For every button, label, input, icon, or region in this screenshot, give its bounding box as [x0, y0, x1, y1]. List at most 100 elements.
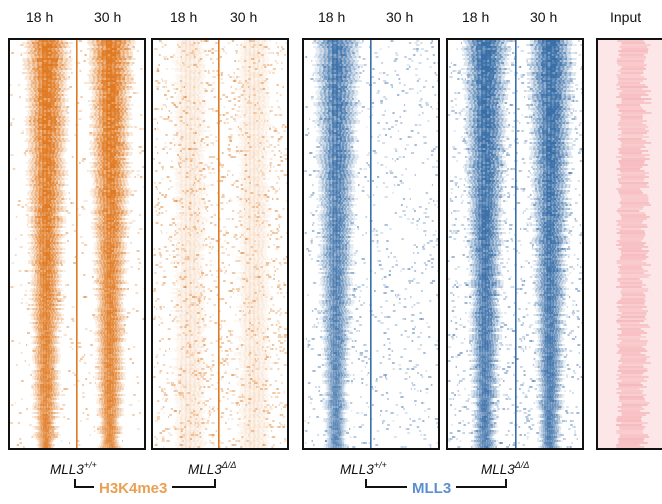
heatmap-row: [462, 370, 575, 372]
heatmap-row: [454, 218, 576, 220]
input-band: [621, 184, 647, 186]
input-band: [621, 218, 647, 220]
input-band: [616, 420, 642, 422]
input-band: [616, 374, 643, 376]
input-band: [619, 348, 646, 350]
heatmap-row: [28, 160, 127, 162]
heatmap-row: [456, 282, 582, 284]
heatmap-row: [31, 384, 125, 386]
heatmap-row: [171, 384, 272, 386]
heatmap-row: [466, 350, 573, 352]
heatmap-row: [22, 446, 123, 448]
heatmap-row: [308, 174, 438, 176]
heatmap-row: [161, 284, 287, 286]
heatmap-row: [321, 364, 438, 366]
heatmap-row: [32, 278, 124, 280]
heatmap-row: [460, 318, 580, 320]
heatmap-row: [25, 170, 140, 172]
heatmap-row: [33, 266, 133, 268]
heatmap-row: [10, 122, 130, 124]
heatmap-row: [310, 212, 427, 214]
input-band: [619, 434, 648, 436]
input-band: [621, 136, 649, 138]
heatmap-row: [25, 214, 141, 216]
heatmap-row: [18, 200, 129, 202]
heatmap-row: [325, 360, 412, 362]
heatmap-row: [157, 362, 279, 364]
heatmap-row: [469, 314, 575, 316]
heatmap-row: [164, 44, 268, 46]
heatmap-row: [23, 46, 135, 48]
heatmap-row: [25, 174, 140, 176]
heatmap-row: [457, 446, 572, 448]
heatmap-row: [455, 118, 577, 120]
input-band: [619, 336, 647, 338]
heatmap-row: [165, 134, 267, 136]
heatmap-row: [312, 80, 438, 82]
input-band: [621, 216, 650, 218]
heatmap-row: [16, 444, 121, 446]
input-band: [622, 304, 645, 306]
heatmap-row: [12, 168, 128, 170]
heatmap-row: [20, 132, 133, 134]
heatmap-row: [160, 230, 280, 232]
heatmap-row: [318, 172, 394, 174]
heatmap-row: [317, 44, 420, 46]
heatmap-row: [29, 256, 126, 258]
heatmap-row: [26, 172, 133, 174]
heatmap-row: [161, 166, 275, 168]
heatmap-row: [20, 352, 124, 354]
heatmap-row: [22, 58, 136, 60]
heatmap-row: [451, 436, 562, 438]
heatmap-row: [448, 278, 582, 280]
heatmap-row: [159, 262, 287, 264]
heatmap-row: [448, 346, 561, 348]
heatmap-row: [312, 224, 418, 226]
heatmap-row: [319, 178, 354, 180]
input-band: [616, 378, 645, 380]
heatmap-row: [319, 148, 436, 150]
heatmap-row: [156, 418, 271, 420]
input-band: [620, 226, 648, 228]
heatmap-row: [317, 434, 426, 436]
heatmap-row: [34, 320, 126, 322]
input-band: [618, 442, 648, 444]
input-band: [616, 74, 641, 76]
heatmap-row: [318, 390, 422, 392]
heatmap-row: [325, 426, 438, 428]
input-band: [619, 94, 649, 96]
heatmap-row: [326, 410, 427, 412]
heatmap-row: [32, 382, 140, 384]
heatmap-row: [471, 262, 565, 264]
heatmap-row: [316, 218, 420, 220]
heatmap-row: [460, 342, 562, 344]
heatmap-row: [36, 420, 119, 422]
heatmap-row: [465, 162, 574, 164]
heatmap-row: [24, 88, 134, 90]
heatmap-row: [26, 50, 139, 52]
heatmap-row: [162, 364, 287, 366]
heatmap-row: [313, 104, 430, 106]
heatmap-row: [160, 256, 287, 258]
heatmap-row: [173, 410, 270, 412]
heatmap-row: [176, 294, 271, 296]
input-band: [620, 316, 645, 318]
input-band: [617, 180, 644, 182]
heatmap-row: [160, 224, 280, 226]
heatmap-row: [310, 238, 438, 240]
heatmap-row: [31, 436, 120, 438]
heatmap-row: [172, 368, 280, 370]
heatmap-row: [161, 440, 287, 442]
input-band: [618, 384, 643, 386]
heatmap-row: [465, 400, 565, 402]
heatmap-row: [27, 304, 124, 306]
heatmap-row: [27, 142, 133, 144]
heatmap-row: [177, 190, 279, 192]
heatmap-row: [31, 244, 127, 246]
heatmap-row: [155, 170, 284, 172]
heatmap-row: [27, 222, 133, 224]
heatmap-row: [308, 396, 404, 398]
heatmap-row: [153, 376, 268, 378]
input-band: [620, 206, 644, 208]
heatmap-row: [321, 374, 423, 376]
